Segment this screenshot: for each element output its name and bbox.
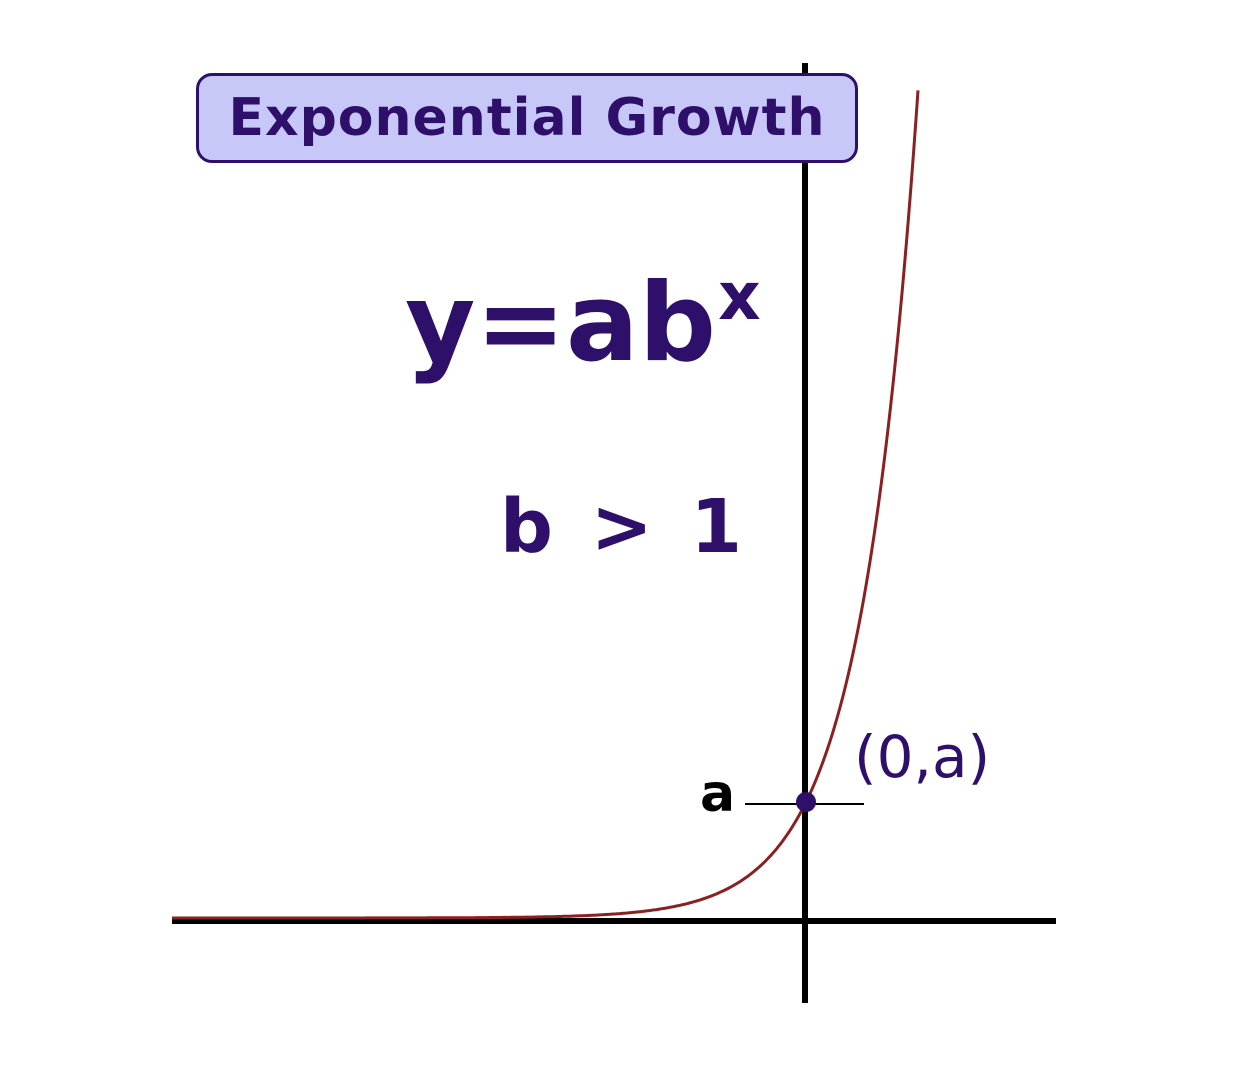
y-intercept-point [796,792,816,812]
title-badge: Exponential Growth [196,73,858,163]
intercept-label: a [700,764,736,824]
equation-exponent: x [718,258,761,335]
equation-base: y=ab [405,261,717,386]
equation: y=abx [405,264,761,378]
point-label: (0,a) [854,723,991,791]
growth-curve [172,90,920,920]
title-text: Exponential Growth [228,88,826,148]
growth-condition: b > 1 [500,484,742,570]
